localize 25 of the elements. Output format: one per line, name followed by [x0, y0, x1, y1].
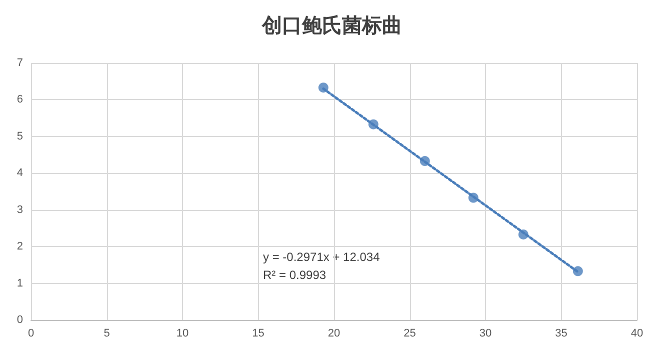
point: [420, 156, 430, 166]
point: [468, 192, 478, 203]
chart-title: 创口鲍氏菌标曲: [261, 13, 402, 37]
y-tick-label: 0: [16, 314, 23, 326]
point: [572, 266, 583, 276]
y-tick-label: 2: [16, 240, 23, 253]
x-tick-label: 40: [630, 328, 644, 340]
x-tick-label: 30: [479, 328, 492, 340]
x-tick-label: 25: [404, 328, 416, 340]
y-tick-label: 7: [16, 57, 23, 69]
point: [368, 119, 378, 130]
x-tick-label: 10: [176, 328, 189, 340]
point: [518, 229, 528, 240]
y-tick-label: 1: [16, 277, 23, 290]
x-tick-label: 35: [555, 328, 568, 340]
annotation: R² = 0.9993: [263, 268, 326, 282]
x-tick-label: 0: [28, 328, 34, 340]
y-tick-label: 5: [16, 130, 23, 142]
x-tick-label: 15: [252, 328, 264, 340]
y-tick-label: 4: [16, 167, 23, 180]
x-tick-label: 5: [104, 328, 110, 340]
x-tick-label: 20: [328, 328, 340, 340]
point: [318, 82, 328, 93]
y-tick-label: 3: [16, 204, 23, 216]
y-tick-label: 6: [16, 94, 23, 106]
